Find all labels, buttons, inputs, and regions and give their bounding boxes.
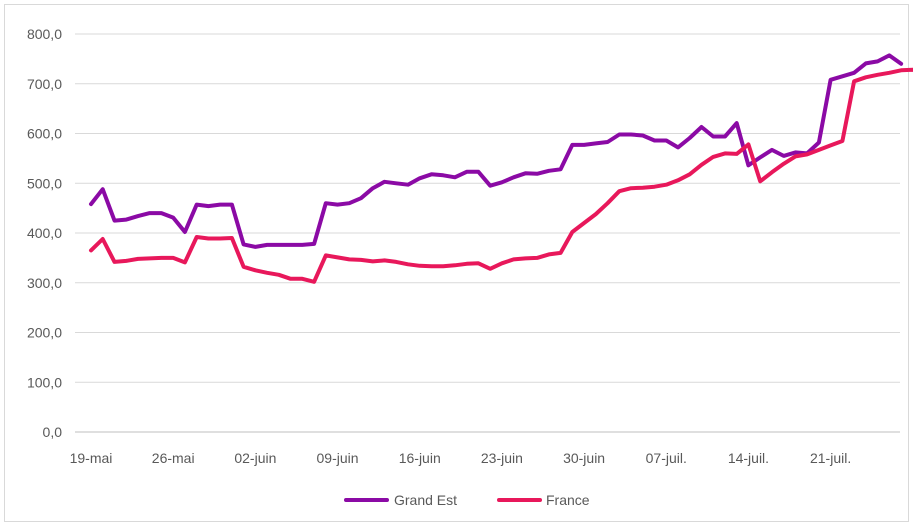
x-tick-label: 07-juil. [646,450,687,466]
legend: Grand Est France [344,492,590,508]
legend-label-france: France [546,492,590,508]
y-tick-label: 200,0 [27,325,62,341]
x-tick-label: 30-juin [563,450,605,466]
x-tick-label: 14-juil. [728,450,769,466]
x-tick-labels: 19-mai 26-mai 02-juin 09-juin 16-juin 23-juin… [70,450,852,466]
x-tick-label: 16-juin [399,450,441,466]
y-tick-label: 500,0 [27,175,62,191]
y-tick-label: 800,0 [27,26,62,42]
y-tick-label: 700,0 [27,76,62,92]
y-tick-label: 400,0 [27,225,62,241]
y-tick-labels: 0,0 100,0 200,0 300,0 400,0 500,0 600,0 700,0 80… [27,26,62,440]
y-tick-label: 100,0 [27,374,62,390]
x-tick-label: 21-juil. [810,450,851,466]
y-tick-label: 300,0 [27,275,62,291]
x-tick-label: 09-juin [317,450,359,466]
series-line-grand-est [89,53,904,249]
y-tick-label: 0,0 [43,424,63,440]
legend-label-grand-est: Grand Est [394,492,457,508]
gridlines [75,33,900,433]
x-tick-label: 02-juin [234,450,276,466]
y-tick-label: 600,0 [27,126,62,142]
series-line-france [89,67,913,284]
chart-frame [4,4,909,522]
x-tick-label: 26-mai [152,450,195,466]
x-tick-label: 23-juin [481,450,523,466]
series-lines [89,53,913,284]
x-tick-label: 19-mai [70,450,113,466]
